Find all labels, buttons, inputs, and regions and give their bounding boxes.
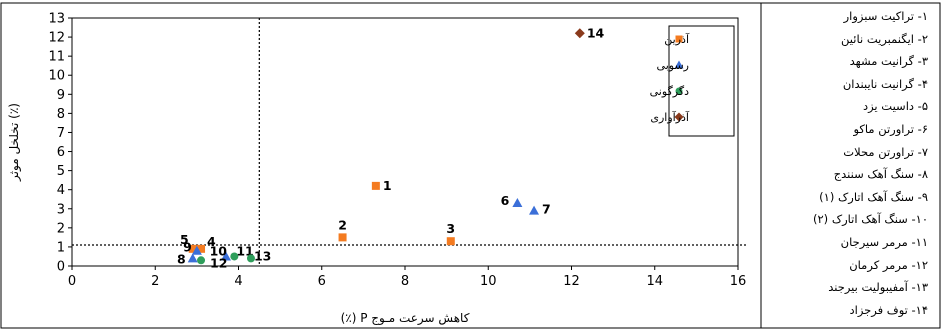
- y-tick-label: 3: [57, 202, 65, 217]
- x-tick-label: 4: [234, 274, 242, 289]
- sample-key-item: ۹- سنگ آهک اتارک (۱): [819, 189, 928, 204]
- y-tick-label: 13: [48, 12, 65, 27]
- x-tick-label: 0: [68, 274, 76, 289]
- data-point-marker: [371, 181, 380, 190]
- data-point-marker: [529, 205, 540, 215]
- data-point-marker: [197, 244, 206, 253]
- sample-key-item: ۴- گرانیت نایبندان: [842, 76, 928, 91]
- x-tick-label: 12: [563, 274, 580, 289]
- legend-label: آذرآواری: [650, 110, 690, 124]
- data-point-label: 1: [383, 178, 392, 193]
- data-point-marker: [197, 256, 206, 265]
- legend-label: دگرگونی: [650, 85, 689, 98]
- sample-key-item: ۱۰- سنگ آهک اتارک (۲): [812, 212, 928, 227]
- data-point-marker: [246, 254, 255, 263]
- data-point-label: 2: [338, 217, 347, 232]
- y-tick-label: 9: [57, 88, 65, 103]
- sample-key-item: ۱۴- توف فرجزاد: [849, 302, 929, 317]
- y-tick-label: 0: [57, 260, 65, 275]
- sample-key-panel: ۱- تراکیت سبزوار ۲- ایگنمبریت نائین ۳- گرا…: [762, 6, 936, 326]
- data-point-label: 8: [177, 251, 186, 266]
- legend-label: رسوبی: [657, 59, 689, 72]
- y-tick-label: 6: [57, 145, 65, 160]
- data-point-label: 14: [587, 25, 605, 40]
- data-point-marker: [446, 237, 455, 246]
- data-point-label: 3: [446, 221, 455, 236]
- sample-key-item: ۳- گرانیت مشهد: [849, 54, 928, 69]
- y-tick-label: 5: [57, 164, 65, 179]
- data-point-marker: [230, 252, 239, 261]
- legend-marker: [674, 112, 684, 122]
- data-point-label: 10: [210, 243, 228, 258]
- data-point-label: 4: [207, 234, 216, 249]
- legend-label: آذرین: [664, 32, 690, 46]
- y-tick-label: 12: [48, 31, 65, 46]
- sample-key-item: ۵- داسیت یزد: [862, 99, 928, 114]
- sample-key-item: ۲- ایگنمبریت نائین: [841, 31, 928, 46]
- sample-key-item: ۸- سنگ آهک سنندج: [833, 167, 928, 182]
- data-point-marker: [188, 244, 197, 253]
- data-point-marker: [191, 245, 202, 255]
- reference-lines: [72, 18, 746, 266]
- sample-key-item: ۷- تراورتن محلات: [843, 144, 928, 159]
- data-point-label: 6: [501, 193, 510, 208]
- y-tick-label: 11: [48, 50, 65, 65]
- sample-key-item: ۱۳- آمفیبولیت بیرجند: [828, 280, 928, 295]
- y-tick-label: 4: [57, 183, 65, 198]
- x-tick-label: 6: [318, 274, 326, 289]
- legend-marker: [675, 35, 683, 43]
- x-axis-ticks: 0 2 4 6 8 10 12 14 16: [68, 266, 746, 289]
- data-point-marker: [221, 251, 232, 261]
- plot-border: [71, 17, 739, 267]
- data-point-marker: [338, 233, 347, 242]
- data-point-label: 7: [542, 202, 551, 217]
- y-tick-label: 2: [57, 221, 65, 236]
- y-axis-label: تخلخل موثر (٪): [7, 103, 22, 182]
- x-axis-label: کاهش سرعت مـوج P (٪): [341, 311, 470, 326]
- x-tick-label: 16: [730, 274, 747, 289]
- y-tick-label: 10: [48, 69, 65, 84]
- sample-key-item: ۱۱- مرمر سیرجان: [840, 235, 928, 249]
- sample-key-item: ۱۲- مرمر کرمان: [849, 257, 928, 272]
- data-point-label: 5: [180, 232, 189, 247]
- legend: آذرین رسوبی دگرگونی آذرآواری: [650, 25, 735, 137]
- data-point-label: 13: [254, 248, 271, 263]
- sample-key-item: ۱- تراکیت سبزوار: [843, 9, 928, 23]
- x-tick-label: 14: [646, 274, 663, 289]
- x-tick-label: 2: [151, 274, 159, 289]
- data-point-label: 12: [210, 255, 227, 270]
- y-tick-label: 8: [57, 107, 65, 122]
- legend-marker: [674, 60, 684, 69]
- sample-key-item: ۶- تراورتن ماکو: [853, 122, 928, 136]
- y-tick-label: 7: [57, 126, 65, 141]
- x-tick-label: 10: [480, 274, 497, 289]
- data-point-marker: [512, 198, 523, 208]
- x-tick-label: 8: [401, 274, 409, 289]
- data-point-marker: [187, 253, 198, 263]
- data-point-marker: [574, 28, 585, 39]
- legend-marker: [675, 87, 683, 95]
- data-point-label: 9: [183, 240, 192, 255]
- y-tick-label: 1: [57, 240, 65, 255]
- plot-area: [71, 17, 739, 267]
